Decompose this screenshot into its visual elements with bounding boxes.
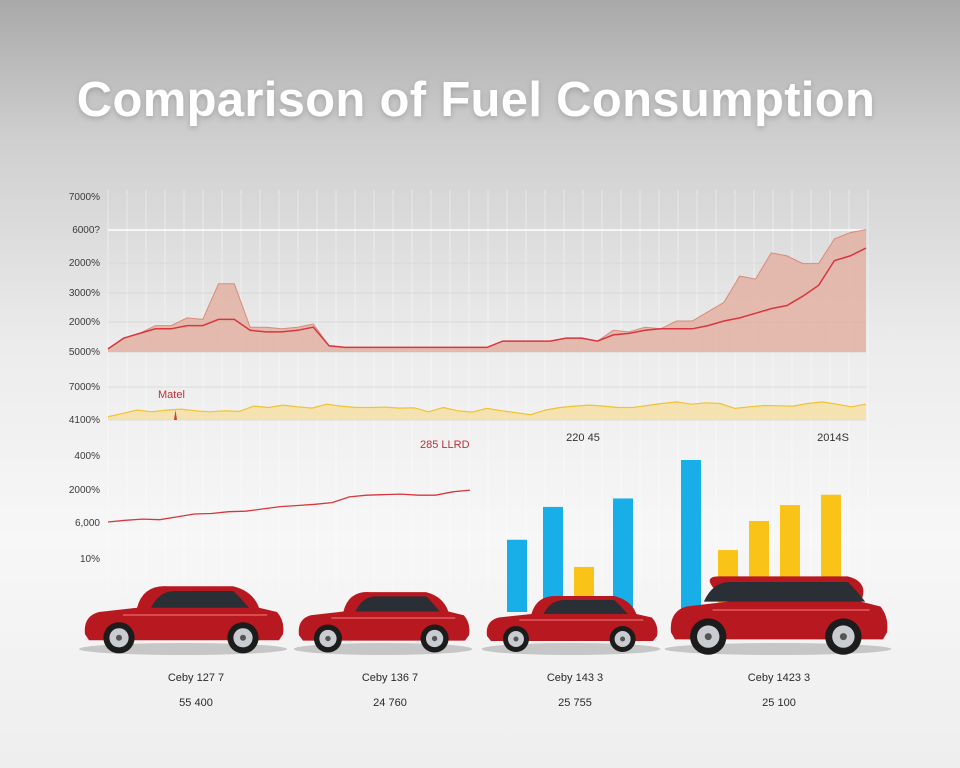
car-window (355, 596, 440, 612)
car-caption-name: Ceby 136 7 (362, 672, 418, 684)
y-tick-label: 7000% (69, 382, 100, 393)
chart-annotations: Matel 285 LLRD 220 45 2014S Ceby 127 7 55 400… (158, 389, 849, 709)
y-tick-label: 10% (80, 554, 100, 565)
band-series-area (108, 401, 866, 420)
car-caption-name: Ceby 127 7 (168, 672, 224, 684)
car-window (151, 591, 249, 608)
car-illustration (79, 586, 287, 655)
y-tick-label: 2000% (69, 258, 100, 269)
car-hub (513, 636, 519, 642)
car-caption-name: Ceby 1423 3 (748, 672, 810, 684)
y-tick-label: 3000% (69, 288, 100, 299)
annotation-label: 2014S (817, 432, 849, 444)
car-hub (240, 634, 246, 641)
car-caption-name: Ceby 143 3 (547, 672, 603, 684)
band-series-line (107, 401, 867, 418)
annotation-label: 285 LLRD (420, 439, 470, 451)
car-hub (839, 633, 847, 641)
car-illustration (481, 595, 661, 655)
blue-bar (681, 460, 701, 612)
line-series (107, 489, 471, 523)
car-illustration (664, 576, 892, 655)
car-caption-value: 55 400 (179, 697, 213, 709)
y-tick-label: 6000? (72, 225, 100, 236)
line-series-2 (107, 247, 867, 350)
car-window (703, 582, 866, 602)
car-hub (704, 633, 712, 641)
red-marker (174, 410, 177, 420)
car-hub (620, 636, 626, 642)
car-illustration (293, 592, 473, 655)
y-tick-labels: 7000% 6000? 2000% 3000% 2000% 5000% 7000% 4100%… (69, 192, 101, 565)
car-hub (431, 635, 438, 642)
car-window (543, 600, 628, 614)
y-tick-label: 2000% (69, 485, 100, 496)
y-tick-label: 4100% (69, 415, 100, 426)
annotation-label: 220 45 (566, 432, 600, 444)
blue-bar (507, 539, 527, 612)
blue-bar (543, 506, 563, 612)
y-tick-label: 2000% (69, 317, 100, 328)
y-tick-label: 7000% (69, 192, 100, 203)
car-caption-value: 24 760 (373, 697, 407, 709)
car-hub (325, 635, 331, 642)
car-caption-value: 25 755 (558, 697, 592, 709)
car-caption-value: 25 100 (762, 697, 796, 709)
blue-bar (613, 498, 633, 612)
chart-title: Comparison of Fuel Consumption (76, 73, 876, 127)
y-tick-label: 400% (74, 451, 100, 462)
y-tick-label: 5000% (69, 347, 100, 358)
y-tick-label: 6,000 (75, 518, 100, 529)
car-hub (116, 634, 122, 641)
car-illustrations (79, 576, 892, 655)
annotation-label: Matel (158, 389, 185, 401)
